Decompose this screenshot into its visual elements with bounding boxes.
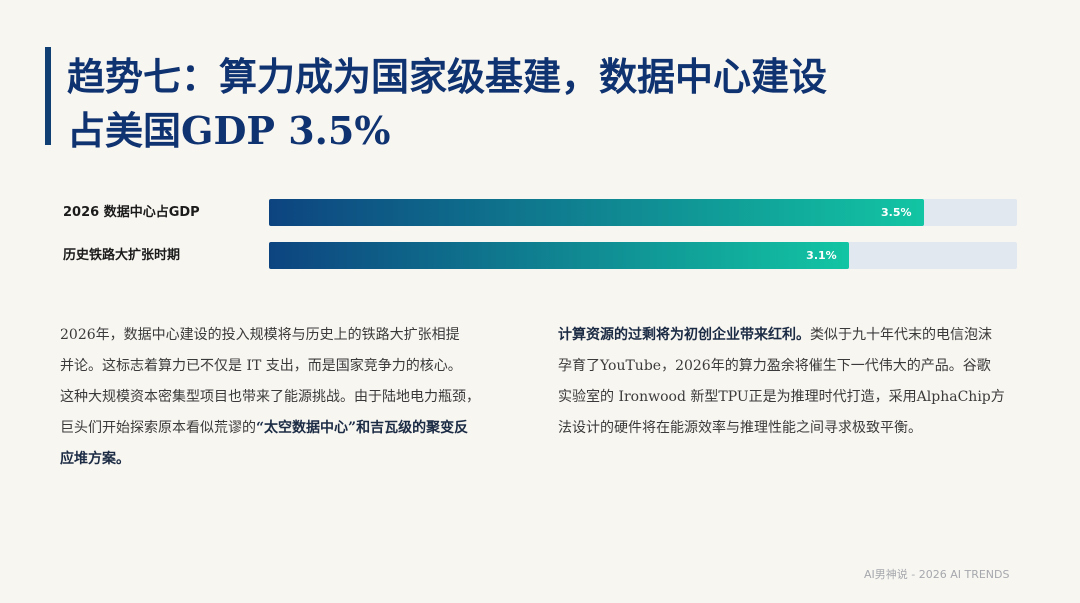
- text-line: 并论。这标志着算力已不仅是 IT 支出，而是国家竞争力的核心。: [60, 358, 462, 374]
- bar-value-label: 3.1%: [806, 249, 837, 262]
- text-line: 2026年，数据中心建设的投入规模将与历史上的铁路大扩张相提: [60, 327, 460, 343]
- highlight-text: “太空数据中心”和吉瓦级的聚变反: [256, 420, 469, 436]
- text-line: 计算资源的过剩将为初创企业带来红利。类似于九十年代末的电信泡沫: [558, 320, 1005, 351]
- page-title: 趋势七：算力成为国家级基建，数据中心建设 占美国GDP 3.5%: [67, 50, 827, 158]
- right-paragraph: 计算资源的过剩将为初创企业带来红利。类似于九十年代末的电信泡沫 孕育了YouTu…: [558, 320, 1005, 444]
- bar-row-railroad: 历史铁路大扩张时期 3.1%: [63, 242, 1017, 269]
- text-line: 法设计的硬件将在能源效率与推理性能之间寻求极致平衡。: [558, 420, 922, 436]
- text-line: 巨头们开始探索原本看似荒谬的“太空数据中心”和吉瓦级的聚变反: [60, 413, 480, 444]
- left-paragraph: 2026年，数据中心建设的投入规模将与历史上的铁路大扩张相提 并论。这标志着算力…: [60, 320, 480, 475]
- bar-value-label: 3.5%: [880, 206, 912, 219]
- text-run: 类似于九十年代末的电信泡沫: [810, 327, 992, 343]
- text-line: 这种大规模资本密集型项目也带来了能源挑战。由于陆地电力瓶颈，: [60, 389, 480, 405]
- bar-fill: 3.1%: [269, 242, 849, 269]
- bar-fill: 3.5%: [269, 199, 924, 226]
- title-accent-bar: [45, 47, 51, 145]
- text-line: 实验室的 Ironwood 新型TPU正是为推理时代打造，采用AlphaChip…: [558, 389, 1005, 405]
- highlight-text: 计算资源的过剩将为初创企业带来红利。: [558, 327, 810, 343]
- bar-track: 3.5%: [269, 199, 1017, 226]
- bar-label: 2026 数据中心占GDP: [63, 205, 200, 220]
- text-line: 应堆方案。: [60, 444, 480, 475]
- highlight-text: 应堆方案。: [60, 451, 130, 467]
- text-run: 巨头们开始探索原本看似荒谬的: [60, 420, 256, 436]
- bar-row-datacenter: 2026 数据中心占GDP 3.5%: [63, 199, 1017, 226]
- text-line: 孕育了YouTube，2026年的算力盈余将催生下一代伟大的产品。谷歌: [558, 358, 991, 374]
- title-line-2: 占美国GDP 3.5%: [67, 108, 391, 153]
- bar-track: 3.1%: [269, 242, 1017, 269]
- footer-credit: AI男神说 - 2026 AI TRENDS: [864, 568, 1010, 581]
- bar-label: 历史铁路大扩张时期: [63, 248, 181, 263]
- title-line-1: 趋势七：算力成为国家级基建，数据中心建设: [67, 54, 828, 99]
